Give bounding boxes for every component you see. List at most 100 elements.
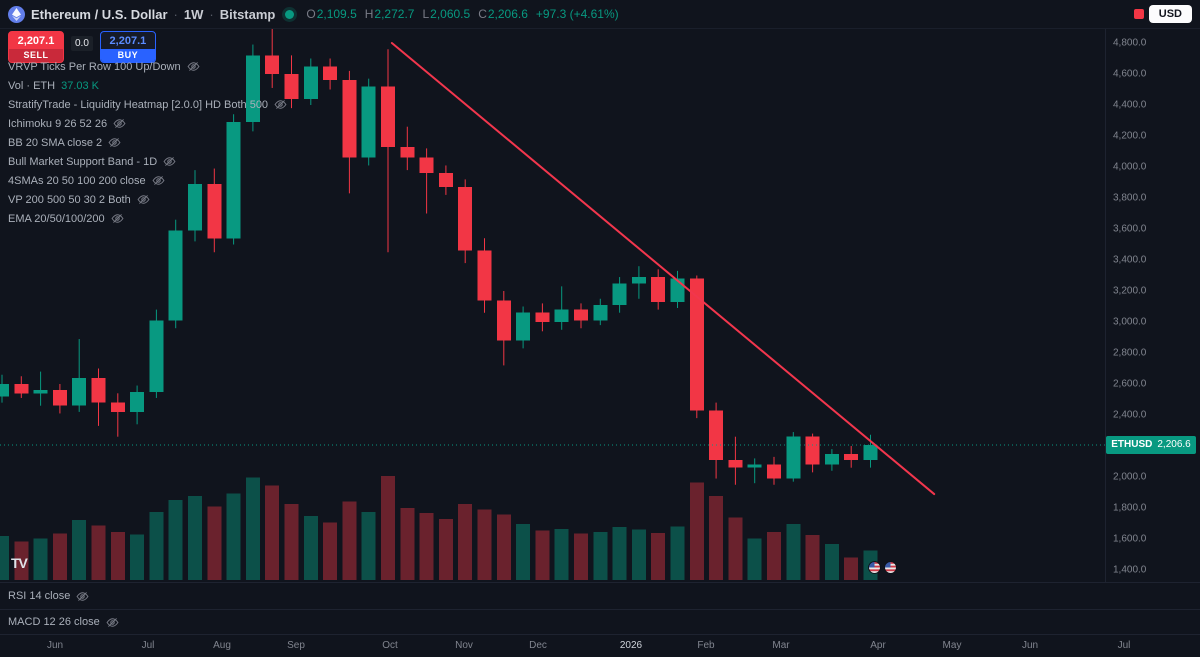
legend-item[interactable]: EMA 20/50/100/200 <box>8 211 287 226</box>
volume-bar <box>323 522 338 580</box>
candle-body <box>844 453 859 460</box>
legend-item[interactable]: Vol · ETH 37.03 K <box>8 78 287 93</box>
sell-label: SELL <box>9 49 63 62</box>
ethereum-logo-icon <box>8 5 25 23</box>
legend-item-label: 4SMAs 20 50 100 200 close <box>8 174 146 187</box>
price-axis[interactable]: 4,800.0 4,600.0 4,400.0 4,200.0 4,000.0 3,800… <box>1106 28 1200 582</box>
volume-bar <box>747 538 762 580</box>
legend-item[interactable]: VRVP Ticks Per Row 100 Up/Down <box>8 59 287 74</box>
macd-label[interactable]: MACD 12 26 close <box>8 616 100 628</box>
price-tick-label: 2,600.0 <box>1113 378 1147 390</box>
time-tick-label: Oct <box>382 640 398 651</box>
volume-bar <box>496 514 511 580</box>
ohlc-readout: O2,109.5 H2,272.7 L2,060.5 C2,206.6 +97.… <box>306 7 618 21</box>
alert-marker-icon[interactable] <box>1134 9 1144 19</box>
candle-body <box>226 122 241 239</box>
eye-off-icon[interactable] <box>76 591 89 602</box>
candle-body <box>863 444 878 461</box>
interval-label[interactable]: 1W <box>183 6 204 22</box>
candle-body <box>303 66 318 99</box>
legend-item[interactable]: Ichimoku 9 26 52 26 <box>8 116 287 131</box>
currency-usd-button[interactable]: USD <box>1148 5 1192 23</box>
volume-bar <box>612 527 627 580</box>
candle-body <box>400 146 415 158</box>
legend-item[interactable]: StratifyTrade - Liquidity Heatmap [2.0.0… <box>8 97 287 112</box>
volume-bar <box>844 557 859 580</box>
buy-label: BUY <box>100 49 155 62</box>
candle-body <box>438 173 453 188</box>
volume-bar <box>284 504 299 580</box>
volume-bar <box>554 528 569 580</box>
volume-bar <box>709 496 724 580</box>
legend-item-label: BB 20 SMA close 2 <box>8 136 103 149</box>
volume-bar <box>477 509 492 580</box>
candle-body <box>0 384 9 397</box>
trendline <box>390 42 936 496</box>
close-value: 2,206.6 <box>487 7 528 21</box>
eye-off-icon[interactable] <box>187 61 200 72</box>
eye-off-icon[interactable] <box>274 99 287 110</box>
low-label: L <box>422 7 430 21</box>
rsi-label[interactable]: RSI 14 close <box>8 590 71 602</box>
candle-body <box>91 377 106 403</box>
volume-bar <box>805 535 820 580</box>
legend-item[interactable]: BB 20 SMA close 2 <box>8 135 287 150</box>
eye-off-icon[interactable] <box>108 137 121 148</box>
legend-item[interactable]: 4SMAs 20 50 100 200 close <box>8 173 287 188</box>
chart-canvas[interactable] <box>0 28 1105 582</box>
time-axis[interactable]: Jun Jul Aug Sep Oct Nov Dec 2026 Feb Mar Apr May Jun… <box>0 634 1200 657</box>
time-tick-label: Sep <box>287 640 305 651</box>
volume-bar <box>381 476 395 580</box>
time-tick-label: Jul <box>1117 640 1131 651</box>
volume-bar <box>419 512 434 580</box>
buy-button[interactable]: 2,207.1 BUY <box>99 31 156 63</box>
price-tick-label: 3,800.0 <box>1113 192 1147 204</box>
volume-bar <box>303 516 318 580</box>
us-flag-icon[interactable] <box>884 561 897 574</box>
badge-symbol: ETHUSD <box>1111 439 1153 451</box>
eye-off-icon[interactable] <box>152 175 165 186</box>
volume-bar <box>593 532 608 580</box>
eye-off-icon[interactable] <box>113 118 126 129</box>
volume-bar <box>33 538 48 580</box>
volume-bar <box>670 526 685 580</box>
separator-dot: · <box>209 6 214 22</box>
tradingview-logo[interactable]: TV <box>11 555 28 571</box>
eye-off-icon[interactable] <box>137 194 150 205</box>
candle-body <box>651 277 666 302</box>
us-flag-icon[interactable] <box>868 561 881 574</box>
candle-body <box>245 55 260 123</box>
volume-bar <box>516 524 531 580</box>
low-value: 2,060.5 <box>430 7 471 21</box>
candle-body <box>689 278 704 411</box>
eye-off-icon[interactable] <box>106 617 119 628</box>
candle-body <box>767 464 781 479</box>
candle-body <box>670 278 685 302</box>
volume-bar <box>535 530 550 580</box>
candle-body <box>110 402 125 412</box>
candle-body <box>612 283 627 305</box>
volume-bar <box>52 533 67 580</box>
eye-off-icon[interactable] <box>111 213 124 224</box>
sell-button[interactable]: 2,207.1 SELL <box>8 31 64 63</box>
time-tick-label: Jun <box>1021 640 1039 651</box>
candle-body <box>130 391 145 412</box>
exchange-label[interactable]: Bitstamp <box>219 6 276 22</box>
eye-off-icon[interactable] <box>163 156 176 167</box>
price-tick-label: 4,600.0 <box>1113 68 1147 80</box>
volume-bar <box>458 504 473 580</box>
candle-body <box>728 459 743 468</box>
close-label: C <box>478 7 487 21</box>
open-value: 2,109.5 <box>316 7 357 21</box>
volume-bar <box>245 477 260 580</box>
candle-body <box>33 390 48 394</box>
volume-bar <box>438 519 453 580</box>
candle-body <box>323 66 338 81</box>
symbol-title[interactable]: Ethereum / U.S. Dollar <box>31 6 168 22</box>
legend-item[interactable]: VP 200 500 50 30 2 Both <box>8 192 287 207</box>
candle-body <box>14 384 29 394</box>
legend-item[interactable]: Bull Market Support Band - 1D <box>8 154 287 169</box>
volume-bar <box>72 520 87 580</box>
candle-body <box>631 277 646 284</box>
price-tick-label: 3,000.0 <box>1113 316 1147 328</box>
